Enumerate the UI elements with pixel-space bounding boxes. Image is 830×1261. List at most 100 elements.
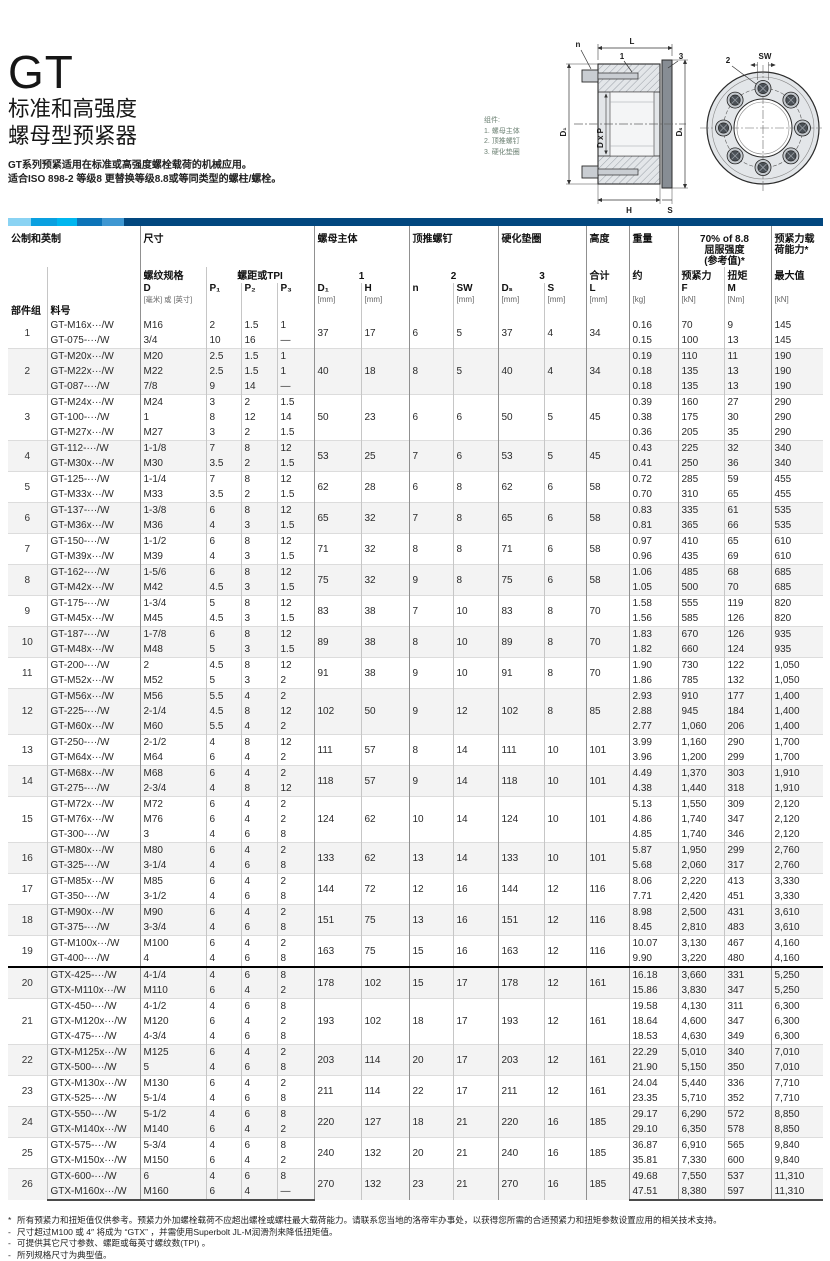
cell-p3: 2 (276, 1014, 314, 1029)
cell-thread-d: M110 (139, 983, 206, 999)
cell-n: 8 (408, 626, 453, 658)
cell-preload-f: 670 (677, 626, 724, 642)
color-bar-segment (124, 218, 823, 226)
color-bar-segment (57, 218, 77, 226)
cell-torque-m: 61 (723, 502, 772, 518)
cell-p3: 8 (276, 951, 314, 967)
cell-preload-f: 225 (677, 440, 724, 456)
cell-preload-f: 2,500 (677, 904, 724, 920)
cell-preload-f: 6,910 (677, 1137, 724, 1153)
cell-part-group: 20 (8, 966, 47, 999)
cell-n: 8 (408, 533, 453, 565)
cell-weight-kg: 1.58 (628, 595, 678, 611)
cell-part-no: GT-400-···/W (46, 951, 140, 967)
cell-h: 75 (360, 904, 409, 936)
cell-sw: 16 (452, 873, 498, 905)
description-line1: GT系列预紧适用在标准或高强度螺栓载荷的机械应用。 (8, 160, 252, 171)
cell-p1: 3 (205, 394, 241, 410)
cell-part-no: GT-375-···/W (46, 920, 140, 936)
cell-max-kn: 7,710 (770, 1075, 824, 1091)
table-row: 3 GT-M24x···/W M24 3 2 1.5 50 23 6 6 50 5 45 0.39 160 2… (8, 394, 824, 441)
cell-sw: 17 (452, 1075, 498, 1107)
cell-p2: 8 (240, 626, 277, 642)
cell-thread-d: M68 (139, 765, 206, 781)
table-row: GT-M27x···/W M27 3 2 1.5 0.36 205 35 290 (8, 425, 824, 441)
cell-p1: 4 (205, 1168, 241, 1184)
cell-p1: 8 (205, 410, 241, 425)
cell-preload-f: 1,440 (677, 781, 724, 797)
cell-thread-d: M36 (139, 518, 206, 534)
cell-thread-d: M120 (139, 1014, 206, 1029)
cell-torque-m: 132 (723, 673, 772, 689)
cell-thread-d: M45 (139, 611, 206, 627)
cell-d1: 83 (313, 595, 361, 627)
cell-torque-m: 565 (723, 1137, 772, 1153)
cell-part-no: GT-M60x···/W (46, 719, 140, 735)
cell-s: 16 (543, 1106, 586, 1138)
cell-thread-d: M90 (139, 904, 206, 920)
cell-p3: 8 (276, 998, 314, 1014)
cell-p1: 6 (205, 765, 241, 781)
cell-sw: 5 (452, 318, 498, 349)
table-row: 14 GT-M68x···/W M68 6 4 2 118 57 9 14 118 10 101 4.49… (8, 765, 824, 797)
table-row: GT-300-···/W 3 4 6 8 4.85 1,740 346 2,120 (8, 827, 824, 843)
cell-thread-d: M130 (139, 1075, 206, 1091)
table-row: GT-M48x···/W M48 5 3 1.5 1.82 660 124 935 (8, 642, 824, 658)
cell-part-no: GT-M64x···/W (46, 750, 140, 766)
cell-torque-m: 451 (723, 889, 772, 905)
cell-weight-kg: 0.16 (628, 318, 678, 333)
cell-p2: 6 (240, 1137, 277, 1153)
cell-torque-m: 27 (723, 394, 772, 410)
table-row: GT-275-···/W 2-3/4 4 8 12 4.38 1,440 318 1,910 (8, 781, 824, 797)
cell-thread-d: 2-1/2 (139, 734, 206, 750)
cell-part-no: GT-187-···/W (46, 626, 140, 642)
cell-d1: 102 (313, 688, 361, 735)
cell-torque-m: 30 (723, 410, 772, 425)
cell-preload-f: 1,160 (677, 734, 724, 750)
cell-part-no: GT-M20x···/W (46, 348, 140, 364)
cell-p3: 2 (276, 796, 314, 812)
dim-label-3: 3 (679, 52, 684, 61)
cell-weight-kg: 1.56 (628, 611, 678, 627)
cell-p2: 3 (240, 518, 277, 534)
cell-thread-d: 3-3/4 (139, 920, 206, 936)
table-row: 6 GT-137-···/W 1-3/8 6 8 12 65 32 7 8 65 6 58 0.83 335… (8, 502, 824, 534)
cell-h: 32 (360, 564, 409, 596)
col-group-yield: 70% of 8.8 屈服强度 (参考值)* (677, 226, 772, 267)
cell-torque-m: 35 (723, 425, 772, 441)
cell-weight-kg: 29.17 (628, 1106, 678, 1122)
cell-l: 185 (585, 1168, 629, 1200)
table-row: 25 GTX-575-···/W 5-3/4 4 6 8 240 132 20 21 240 16 18… (8, 1137, 824, 1169)
cell-max-kn: 1,700 (770, 734, 824, 750)
cell-torque-m: 303 (723, 765, 772, 781)
cell-p2: 3 (240, 611, 277, 627)
cell-sw: 10 (452, 657, 498, 689)
cell-h: 132 (360, 1168, 409, 1200)
cell-part-no: GT-100-···/W (46, 410, 140, 425)
cell-ds: 50 (497, 394, 544, 441)
col-group-metric-imperial: 公制和英制 (8, 226, 140, 267)
cell-thread-d: 3/4 (139, 333, 206, 349)
table-row: GTX-475-···/W 4-3/4 4 6 8 18.53 4,630 349 6,300 (8, 1029, 824, 1045)
cell-p1: 6 (205, 533, 241, 549)
cell-part-group: 24 (8, 1106, 47, 1138)
table-row: GT-100-···/W 1 8 12 14 0.38 175 30 290 (8, 410, 824, 425)
cell-preload-f: 730 (677, 657, 724, 673)
cell-sw: 21 (452, 1137, 498, 1169)
cell-torque-m: 317 (723, 858, 772, 874)
cell-torque-m: 32 (723, 440, 772, 456)
cell-thread-d: 5-3/4 (139, 1137, 206, 1153)
cell-l: 101 (585, 842, 629, 874)
cell-p3: 12 (276, 595, 314, 611)
cell-p3: 12 (276, 734, 314, 750)
subheader-torque: 扭矩 (723, 267, 772, 283)
cell-l: 161 (585, 998, 629, 1045)
cell-part-no: GT-250-···/W (46, 734, 140, 750)
cell-preload-f: 4,600 (677, 1014, 724, 1029)
table-row: 5 GT-125-···/W 1-1/4 7 8 12 62 28 6 8 62 6 58 0.72 285… (8, 471, 824, 503)
cell-torque-m: 572 (723, 1106, 772, 1122)
subheader-component-3: 3 (497, 267, 586, 283)
cell-d1: 118 (313, 765, 361, 797)
table-row: 13 GT-250-···/W 2-1/2 4 8 12 111 57 8 14 111 10 101 3… (8, 734, 824, 766)
cell-weight-kg: 4.38 (628, 781, 678, 797)
